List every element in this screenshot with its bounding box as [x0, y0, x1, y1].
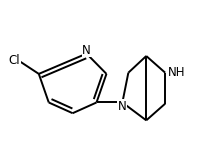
Text: NH: NH [168, 66, 186, 79]
Text: N: N [118, 100, 127, 113]
Text: Cl: Cl [9, 54, 20, 67]
Text: N: N [82, 44, 91, 56]
